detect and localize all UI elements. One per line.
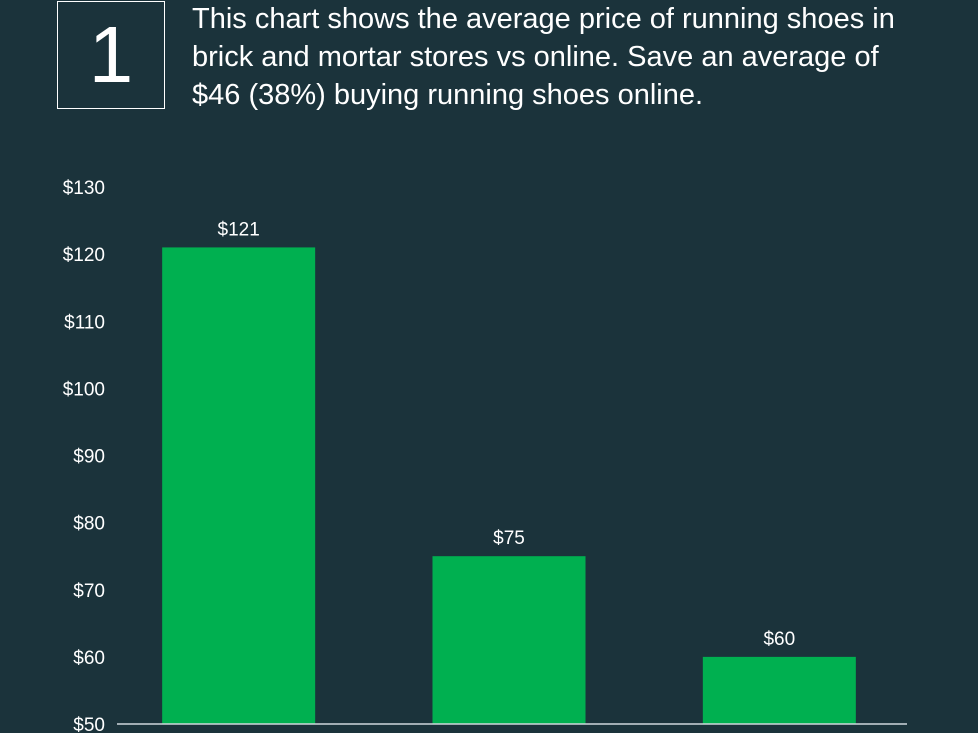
y-tick-label: $130 <box>63 178 105 199</box>
chart-description: This chart shows the average price of ru… <box>192 3 895 111</box>
bar <box>702 656 856 724</box>
y-tick-label: $110 <box>64 312 105 333</box>
y-tick-label: $90 <box>73 447 105 468</box>
y-tick-label: $50 <box>73 715 105 733</box>
y-tick-label: $60 <box>73 648 105 669</box>
y-tick-label: $120 <box>63 245 105 266</box>
bars-group: $121 $75 $60 <box>162 219 856 724</box>
bar <box>162 247 316 724</box>
y-axis: $50 $60 $70 $80 $90 $100 $110 $120 $130 <box>63 178 105 733</box>
y-tick-label: $80 <box>73 514 105 535</box>
y-tick-label: $100 <box>63 379 105 400</box>
bar-data-label: $121 <box>218 219 260 240</box>
step-number-box: 1 <box>57 1 165 109</box>
y-tick-label: $70 <box>73 581 105 602</box>
bar-data-label: $60 <box>763 629 795 650</box>
bar <box>432 556 586 724</box>
bar-data-label: $75 <box>493 528 525 549</box>
step-number: 1 <box>88 10 134 99</box>
